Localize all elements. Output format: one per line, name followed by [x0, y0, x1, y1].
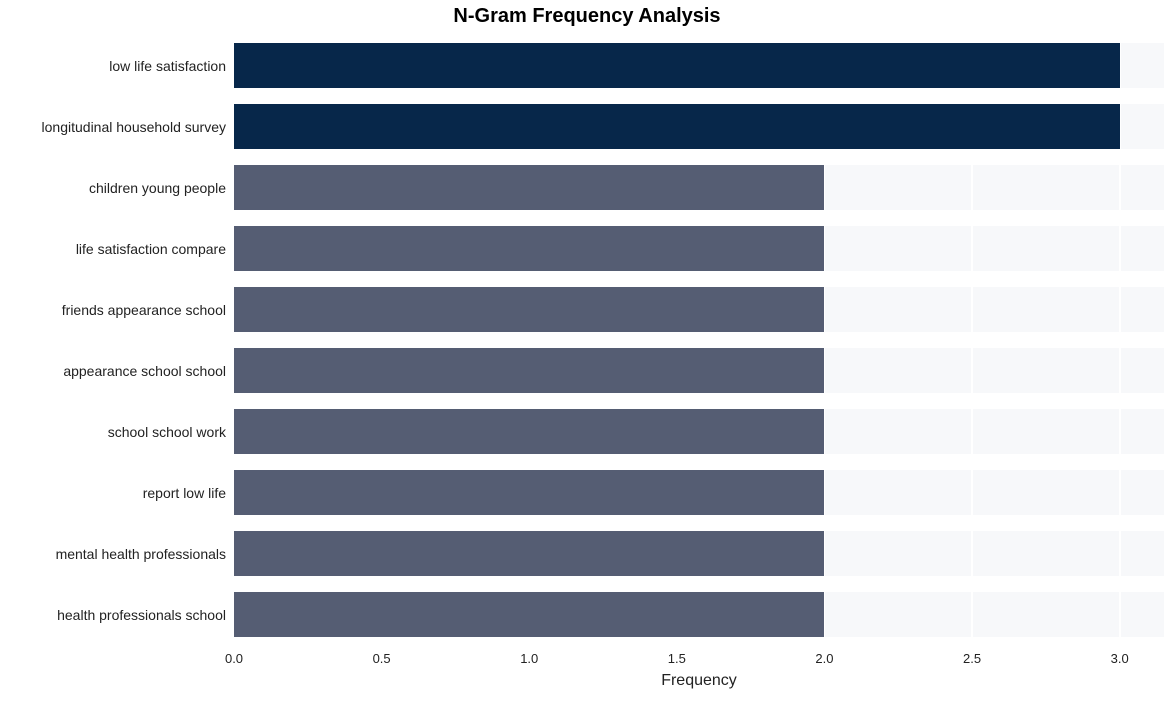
bar — [234, 409, 824, 455]
chart-title: N-Gram Frequency Analysis — [0, 5, 1174, 28]
bar — [234, 165, 824, 211]
x-axis-title: Frequency — [234, 672, 1164, 690]
row-gap — [234, 454, 1164, 469]
x-tick-label: 2.0 — [815, 651, 833, 666]
row-gap — [234, 149, 1164, 164]
row-gap — [234, 515, 1164, 530]
y-tick-label: friends appearance school — [62, 302, 226, 318]
x-tick-label: 2.5 — [963, 651, 981, 666]
x-tick-label: 3.0 — [1111, 651, 1129, 666]
bar — [234, 226, 824, 272]
y-tick-label: low life satisfaction — [109, 58, 226, 74]
x-tick-label: 1.5 — [668, 651, 686, 666]
y-tick-label: appearance school school — [63, 363, 226, 379]
row-gap — [234, 576, 1164, 591]
row-gap — [234, 332, 1164, 347]
plot-area — [234, 35, 1164, 645]
chart-container: N-Gram Frequency Analysis Frequency low … — [0, 0, 1174, 701]
y-tick-label: life satisfaction compare — [76, 241, 226, 257]
row-gap — [234, 393, 1164, 408]
y-tick-label: mental health professionals — [56, 546, 226, 562]
y-tick-label: longitudinal household survey — [42, 119, 226, 135]
bar — [234, 287, 824, 333]
bar — [234, 531, 824, 577]
bar — [234, 470, 824, 516]
row-gap — [234, 88, 1164, 103]
bar — [234, 592, 824, 638]
bar — [234, 43, 1120, 89]
x-tick-label: 0.5 — [373, 651, 391, 666]
x-tick-label: 0.0 — [225, 651, 243, 666]
row-gap — [234, 210, 1164, 225]
bar — [234, 348, 824, 394]
row-gap — [234, 27, 1164, 42]
y-tick-label: children young people — [89, 180, 226, 196]
bar — [234, 104, 1120, 150]
x-tick-label: 1.0 — [520, 651, 538, 666]
y-tick-label: report low life — [143, 485, 226, 501]
y-tick-label: school school work — [108, 424, 226, 440]
y-tick-label: health professionals school — [57, 607, 226, 623]
row-gap — [234, 271, 1164, 286]
